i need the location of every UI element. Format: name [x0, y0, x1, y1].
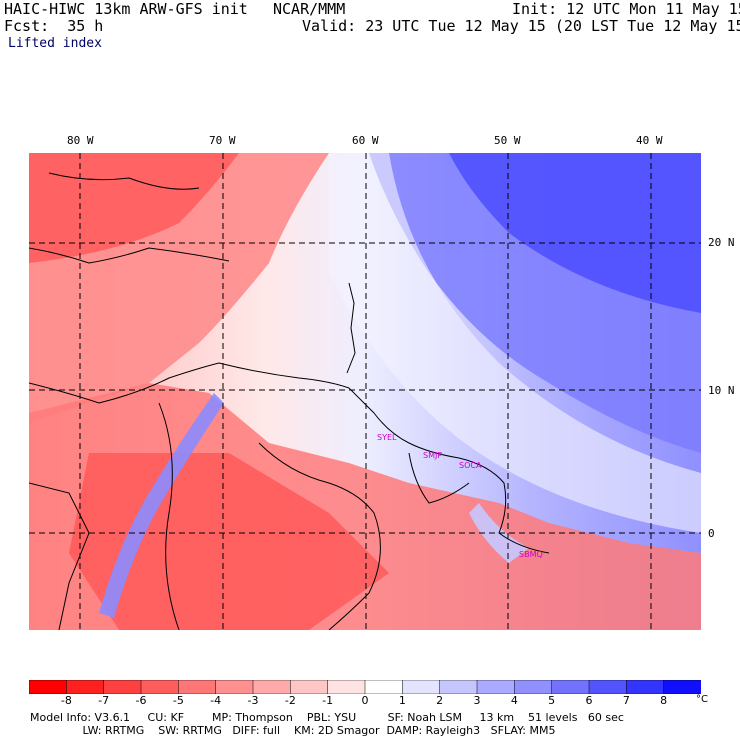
footer-model-info: Model Info: V3.6.1 CU: KF MP: Thompson P… [30, 711, 624, 724]
colorbar-tick-label: 5 [548, 694, 556, 707]
andes-stable-ridge [99, 393, 224, 618]
colorbar-tick-label: -1 [322, 694, 334, 707]
colorbar-tick-label: 7 [622, 694, 630, 707]
colorbar-swatch [215, 680, 254, 694]
colorbar-tick-label: 0 [361, 694, 369, 707]
init-time: Init: 12 UTC Mon 11 May 15 [512, 0, 740, 18]
model-title: HAIC-HIWC 13km ARW-GFS init [4, 0, 248, 18]
colorbar-tick-label: -8 [60, 694, 72, 707]
forecast-hour: Fcst: 35 h [4, 17, 104, 35]
colorbar-swatch [252, 680, 292, 694]
lat-label-10n: 10 N [708, 384, 735, 397]
colorbar-tick-label: 8 [660, 694, 668, 707]
footer-physics-info: LW: RRTMG SW: RRTMG DIFF: full KM: 2D Sm… [30, 724, 556, 737]
colorbar-tick-label: 2 [436, 694, 444, 707]
center-label: NCAR/MMM [273, 0, 346, 18]
colorbar-swatch [178, 680, 217, 694]
colorbar-swatch [626, 680, 665, 694]
lifted-index-map: SYEL SMJP SOCA SBMQ [29, 153, 701, 630]
colorbar [29, 680, 701, 694]
colorbar-swatch [402, 680, 441, 694]
unstable-core-caribbean [29, 153, 239, 263]
colorbar-tick-label: 4 [510, 694, 518, 707]
colorbar-tick-label: 6 [585, 694, 593, 707]
valid-time: Valid: 23 UTC Tue 12 May 15 (20 LST Tue … [302, 17, 740, 35]
site-label-syel: SYEL [377, 433, 397, 442]
lon-label-80w: 80 W [67, 134, 94, 147]
colorbar-swatch [290, 680, 329, 694]
lon-label-50w: 50 W [494, 134, 521, 147]
colorbar-swatch [364, 680, 404, 694]
colorbar-swatch [66, 680, 105, 694]
site-label-smjp: SMJP [423, 451, 442, 460]
colorbar-tick-label: -5 [172, 694, 184, 707]
colorbar-tick-label: -3 [247, 694, 259, 707]
colorbar-swatch [103, 680, 142, 694]
colorbar-tick-label: -4 [210, 694, 222, 707]
colorbar-swatch [551, 680, 590, 694]
colorbar-swatch [588, 680, 628, 694]
lon-label-40w: 40 W [636, 134, 663, 147]
lat-label-0: 0 [708, 527, 715, 540]
colorbar-tick-label: -2 [284, 694, 296, 707]
colorbar-tick-label: -7 [98, 694, 110, 707]
lon-label-60w: 60 W [352, 134, 379, 147]
colorbar-swatch [439, 680, 478, 694]
lat-label-20n: 20 N [708, 236, 735, 249]
stable-region-core [449, 153, 701, 313]
colorbar-tick-label: 3 [473, 694, 481, 707]
colorbar-tick-label: 1 [398, 694, 406, 707]
field-name: Lifted index [8, 36, 102, 51]
colorbar-swatch [140, 680, 180, 694]
colorbar-swatch [663, 680, 701, 694]
colorbar-swatch [514, 680, 553, 694]
site-label-soca: SOCA [459, 461, 482, 470]
colorbar-swatch [29, 680, 68, 694]
colorbar-swatch [476, 680, 516, 694]
neutral-band [329, 153, 701, 533]
colorbar-unit: °C [696, 694, 708, 705]
colorbar-swatch [327, 680, 366, 694]
colorbar-tick-label: -6 [135, 694, 147, 707]
site-label-sbmq: SBMQ [519, 550, 543, 559]
coastlines [29, 172, 550, 630]
lon-label-70w: 70 W [209, 134, 236, 147]
